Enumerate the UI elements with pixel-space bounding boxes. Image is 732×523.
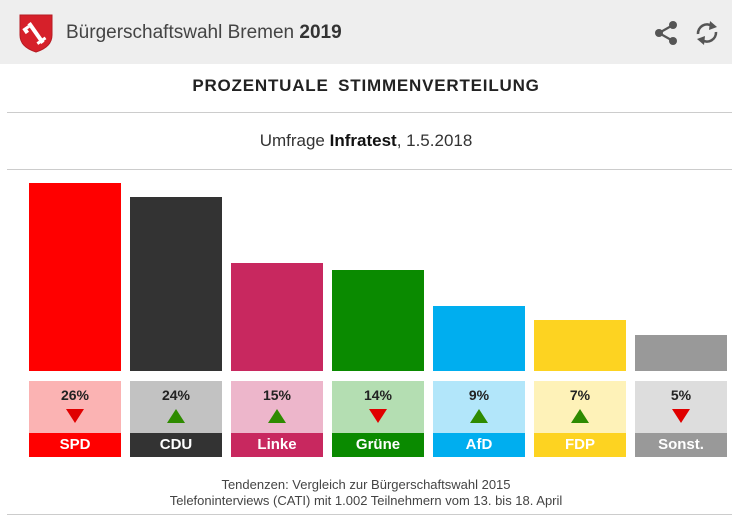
app-title: Bürgerschaftswahl Bremen 2019 [66, 22, 342, 44]
category-label-linke: Linke [231, 433, 323, 457]
bar-linke [231, 263, 323, 371]
divider-middle [7, 169, 732, 170]
trend-up-icon [571, 409, 589, 423]
value-box-spd: 26% [29, 381, 121, 433]
category-label-spd: SPD [29, 433, 121, 457]
subtitle-prefix: Umfrage [259, 131, 325, 150]
category-label-afd: AfD [433, 433, 525, 457]
trend-up-icon [167, 409, 185, 423]
value-label-grüne: 14% [363, 387, 393, 403]
footer-trend-note: Tendenzen: Vergleich zur Bürgerschaftswa… [221, 477, 511, 492]
share-icon[interactable] [653, 20, 679, 46]
bremen-coat-of-arms-icon [19, 14, 53, 53]
bar-sonst [635, 335, 727, 371]
value-label-spd: 26% [60, 387, 90, 403]
category-label-grüne: Grüne [332, 433, 424, 457]
divider-top [7, 112, 732, 113]
bar-cdu [130, 197, 222, 371]
trend-down-icon [369, 409, 387, 423]
subtitle-pollster: Infratest [329, 131, 397, 150]
value-label-sonst: 5% [670, 387, 692, 403]
bar-spd [29, 183, 121, 371]
app-title-year: 2019 [299, 22, 342, 43]
bar-fdp [534, 320, 626, 371]
refresh-icon[interactable] [693, 18, 721, 48]
value-box-sonst: 5% [635, 381, 727, 433]
chart-subtitle: Umfrage Infratest, 1.5.2018 [0, 131, 732, 151]
value-label-cdu: 24% [161, 387, 191, 403]
trend-up-icon [268, 409, 286, 423]
divider-bottom [7, 514, 732, 515]
bar-afd [433, 306, 525, 371]
trend-down-icon [66, 409, 84, 423]
value-box-fdp: 7% [534, 381, 626, 433]
value-box-linke: 15% [231, 381, 323, 433]
bar-grüne [332, 270, 424, 371]
category-label-cdu: CDU [130, 433, 222, 457]
category-label-fdp: FDP [534, 433, 626, 457]
app-title-main: Bürgerschaftswahl Bremen [66, 22, 295, 43]
value-label-fdp: 7% [569, 387, 591, 403]
category-label-sonst: Sonst. [635, 433, 727, 457]
value-box-afd: 9% [433, 381, 525, 433]
value-box-cdu: 24% [130, 381, 222, 433]
value-label-linke: 15% [262, 387, 292, 403]
footer-method-note: Telefoninterviews (CATI) mit 1.002 Teiln… [169, 493, 563, 508]
chart-title: PROZENTUALE STIMMENVERTEILUNG [192, 76, 540, 95]
trend-down-icon [672, 409, 690, 423]
value-label-afd: 9% [468, 387, 490, 403]
trend-up-icon [470, 409, 488, 423]
app-header: Bürgerschaftswahl Bremen 2019 [0, 0, 732, 64]
value-box-grüne: 14% [332, 381, 424, 433]
subtitle-date: , 1.5.2018 [396, 131, 473, 150]
